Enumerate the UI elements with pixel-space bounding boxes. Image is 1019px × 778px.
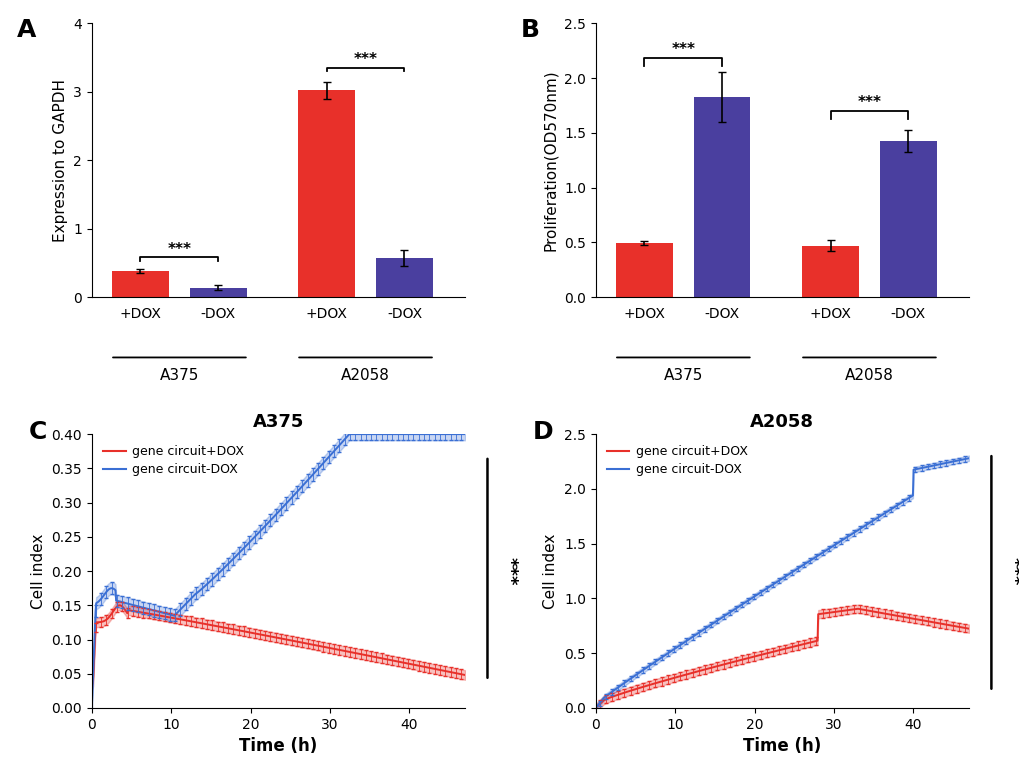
gene circuit-DOX <box>334 439 346 448</box>
Text: A: A <box>17 18 37 42</box>
gene circuit+DOX <box>838 606 850 615</box>
X-axis label: Time (h): Time (h) <box>743 738 820 755</box>
gene circuit-DOX <box>655 653 667 662</box>
Title: A375: A375 <box>253 413 304 431</box>
Text: D: D <box>532 420 552 444</box>
gene circuit+DOX <box>685 668 697 678</box>
Bar <box>376 258 432 297</box>
gene circuit+DOX <box>851 604 863 613</box>
gene circuit+DOX <box>367 652 379 661</box>
Text: B: B <box>521 18 539 42</box>
Text: ***: *** <box>1004 557 1019 585</box>
gene circuit+DOX <box>113 601 125 610</box>
gene circuit+DOX <box>758 649 770 658</box>
gene circuit-DOX <box>181 598 194 607</box>
Y-axis label: Cell index: Cell index <box>31 534 46 608</box>
gene circuit+DOX <box>152 611 164 620</box>
gene circuit+DOX <box>335 646 347 655</box>
Line: gene circuit-DOX: gene circuit-DOX <box>595 458 968 708</box>
Text: ***: *** <box>167 242 192 257</box>
gene circuit+DOX <box>306 640 318 650</box>
gene circuit+DOX <box>962 624 974 633</box>
gene circuit-DOX <box>870 513 882 523</box>
gene circuit+DOX <box>655 677 667 686</box>
Bar <box>879 141 935 297</box>
gene circuit-DOX <box>367 429 379 439</box>
Bar <box>802 246 858 297</box>
gene circuit+DOX <box>255 630 267 640</box>
gene circuit-DOX <box>343 429 356 439</box>
Text: A375: A375 <box>160 369 199 384</box>
Text: ***: *** <box>857 95 880 110</box>
gene circuit+DOX <box>86 679 98 689</box>
Text: A375: A375 <box>663 369 702 384</box>
gene circuit-DOX <box>685 633 697 642</box>
Bar <box>694 96 750 297</box>
Y-axis label: Proliferation(OD570nm): Proliferation(OD570nm) <box>543 69 557 251</box>
Bar <box>299 90 355 297</box>
gene circuit-DOX <box>589 703 601 713</box>
gene circuit-DOX <box>255 526 267 535</box>
gene circuit-DOX <box>86 703 98 713</box>
gene circuit+DOX <box>870 608 882 617</box>
Text: A2058: A2058 <box>844 369 893 384</box>
gene circuit+DOX <box>182 616 195 626</box>
gene circuit-DOX <box>758 585 770 594</box>
Bar <box>112 272 168 297</box>
Line: gene circuit-DOX: gene circuit-DOX <box>92 434 465 708</box>
X-axis label: Time (h): Time (h) <box>239 738 317 755</box>
Y-axis label: Expression to GAPDH: Expression to GAPDH <box>53 79 67 242</box>
gene circuit+DOX <box>809 636 821 646</box>
Y-axis label: Cell index: Cell index <box>543 534 557 608</box>
gene circuit+DOX <box>459 671 471 680</box>
Line: gene circuit+DOX: gene circuit+DOX <box>92 605 465 684</box>
gene circuit-DOX <box>809 552 821 562</box>
Title: A2058: A2058 <box>750 413 813 431</box>
gene circuit-DOX <box>459 429 471 439</box>
Text: A2058: A2058 <box>340 369 389 384</box>
Text: ***: *** <box>671 42 695 58</box>
Text: C: C <box>29 420 47 444</box>
Legend: gene circuit+DOX, gene circuit-DOX: gene circuit+DOX, gene circuit-DOX <box>601 440 752 482</box>
gene circuit-DOX <box>838 534 850 543</box>
gene circuit-DOX <box>152 607 164 616</box>
Legend: gene circuit+DOX, gene circuit-DOX: gene circuit+DOX, gene circuit-DOX <box>98 440 249 482</box>
gene circuit-DOX <box>962 454 974 463</box>
Bar <box>191 288 247 297</box>
Text: ***: *** <box>500 557 518 585</box>
gene circuit+DOX <box>589 703 601 713</box>
Bar <box>615 243 672 297</box>
Line: gene circuit+DOX: gene circuit+DOX <box>595 608 968 708</box>
Text: ***: *** <box>354 52 377 67</box>
gene circuit-DOX <box>306 471 318 481</box>
